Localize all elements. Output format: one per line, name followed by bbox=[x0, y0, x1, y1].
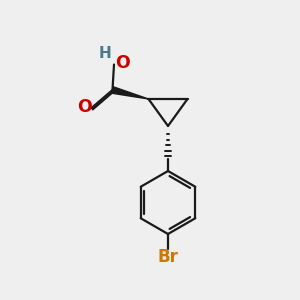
Text: O: O bbox=[116, 54, 130, 72]
Text: H: H bbox=[99, 46, 111, 61]
Text: O: O bbox=[77, 98, 92, 116]
Text: Br: Br bbox=[158, 248, 178, 266]
Polygon shape bbox=[112, 87, 148, 99]
